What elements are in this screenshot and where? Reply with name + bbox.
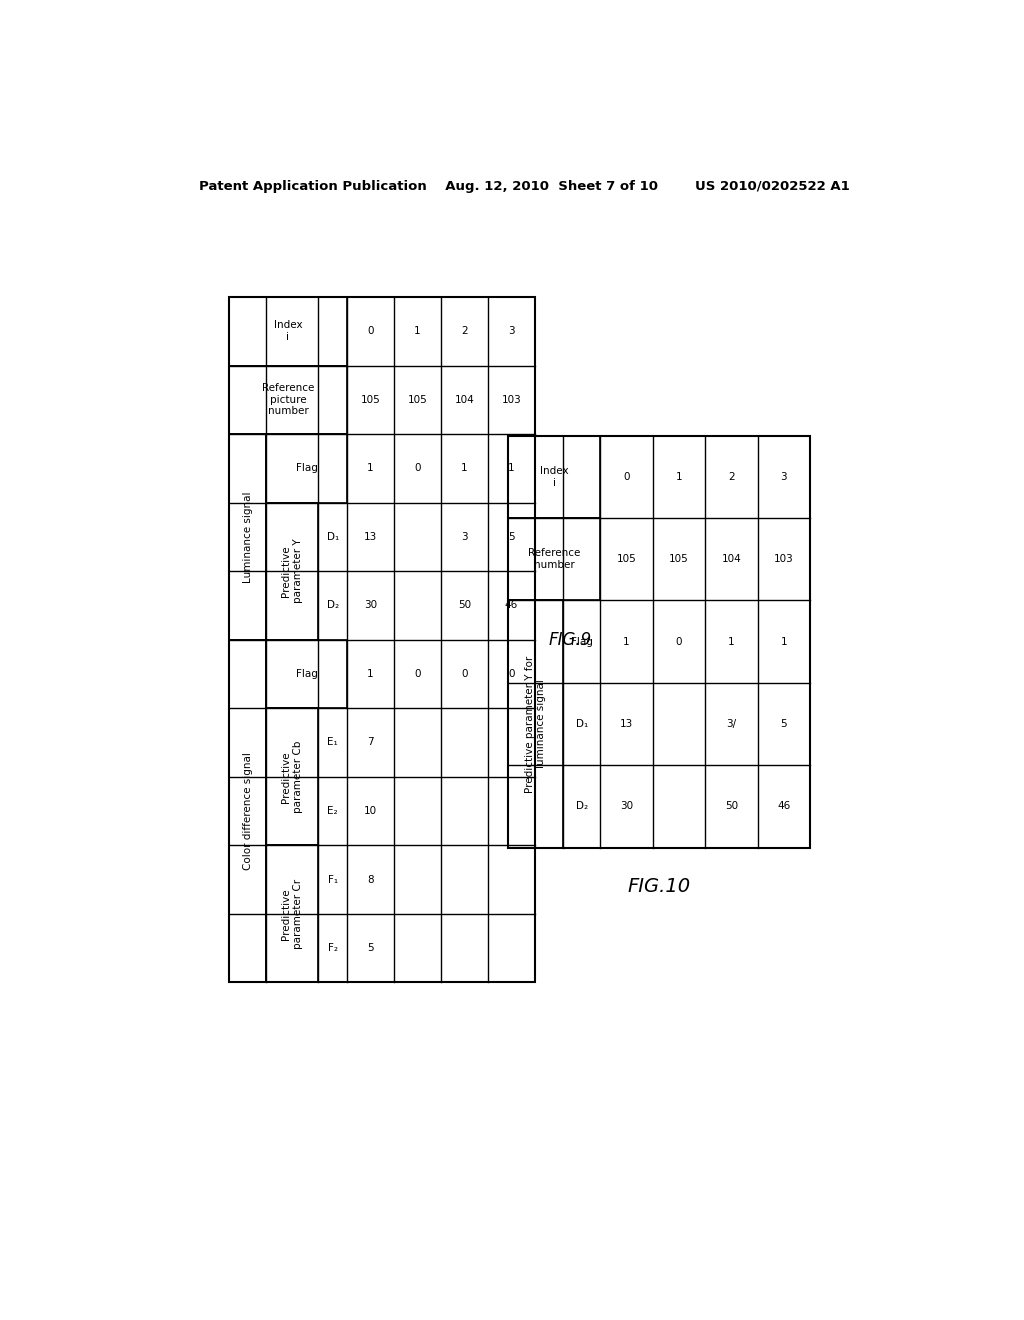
Bar [508,436,810,847]
Text: 0: 0 [461,669,468,678]
Bar [266,434,347,503]
Bar [509,437,599,517]
Bar [267,846,317,982]
Text: 1: 1 [676,471,682,482]
Text: 0: 0 [415,463,421,474]
Bar [266,845,318,982]
Bar [509,519,599,599]
Text: Index
i: Index i [540,466,568,487]
Text: Predictive
parameter Cr: Predictive parameter Cr [282,879,303,949]
Text: D₁: D₁ [327,532,339,541]
Text: 104: 104 [455,395,474,405]
Bar [267,503,317,639]
Text: 1: 1 [461,463,468,474]
Text: 5: 5 [780,719,787,729]
Text: 30: 30 [365,601,377,610]
Bar [267,709,317,845]
Text: 50: 50 [725,801,738,812]
Text: D₂: D₂ [575,801,588,812]
Text: Patent Application Publication    Aug. 12, 2010  Sheet 7 of 10        US 2010/02: Patent Application Publication Aug. 12, … [200,181,850,194]
Text: 103: 103 [774,554,794,564]
Text: 0: 0 [415,669,421,678]
Bar [228,434,266,640]
Text: 1: 1 [368,669,374,678]
Bar [267,434,346,502]
Text: 2: 2 [728,471,734,482]
Text: 5: 5 [508,532,515,541]
Text: 3/: 3/ [726,719,736,729]
Text: 1: 1 [508,463,515,474]
Text: E₂: E₂ [328,807,338,816]
Text: F₂: F₂ [328,942,338,953]
Bar [229,367,346,433]
Text: 105: 105 [669,554,689,564]
Text: 10: 10 [365,807,377,816]
Text: 0: 0 [676,636,682,647]
Text: Flag: Flag [296,669,317,678]
Bar [229,298,346,364]
Text: 1: 1 [780,636,787,647]
Bar [267,640,346,708]
Text: Predictive
parameter Cb: Predictive parameter Cb [282,741,303,813]
Text: 50: 50 [458,601,471,610]
Text: 13: 13 [364,532,377,541]
Text: FIG.10: FIG.10 [628,876,690,895]
Text: 5: 5 [368,942,374,953]
Text: Luminance signal: Luminance signal [243,491,253,582]
Text: Flag: Flag [570,636,593,647]
Text: D₁: D₁ [575,719,588,729]
Text: 105: 105 [616,554,636,564]
Bar [229,434,265,639]
Text: 3: 3 [780,471,787,482]
Text: 103: 103 [502,395,521,405]
Bar [266,708,318,845]
Bar [508,436,600,517]
Text: Predictive parameter Y for
luminance signal: Predictive parameter Y for luminance sig… [524,655,547,792]
Text: 46: 46 [505,601,518,610]
Text: Color difference signal: Color difference signal [243,752,253,870]
Text: 1: 1 [624,636,630,647]
Text: Flag: Flag [296,463,317,474]
Text: Predictive
parameter Y: Predictive parameter Y [282,539,303,603]
Text: 30: 30 [620,801,633,812]
Text: FIG.9: FIG.9 [549,631,592,648]
Bar [228,366,347,434]
Text: 8: 8 [368,875,374,884]
Text: 3: 3 [508,326,515,337]
Text: 1: 1 [368,463,374,474]
Text: 1: 1 [415,326,421,337]
Text: 0: 0 [368,326,374,337]
Text: 2: 2 [461,326,468,337]
Text: 13: 13 [620,719,633,729]
Text: 46: 46 [777,801,791,812]
Bar [266,503,318,640]
Text: 7: 7 [368,738,374,747]
Text: 0: 0 [508,669,515,678]
Text: 105: 105 [360,395,381,405]
Text: 104: 104 [722,554,741,564]
Text: 1: 1 [728,636,734,647]
Text: E₁: E₁ [328,738,338,747]
Bar [228,297,535,982]
Bar [509,601,562,847]
Bar [228,640,266,982]
Text: Reference
picture
number: Reference picture number [262,383,314,416]
Bar [228,297,347,366]
Text: 0: 0 [624,471,630,482]
Text: 105: 105 [408,395,427,405]
Text: Reference
number: Reference number [527,548,581,570]
Bar [508,517,600,601]
Text: F₁: F₁ [328,875,338,884]
Text: D₂: D₂ [327,601,339,610]
Text: Index
i: Index i [273,321,302,342]
Bar [229,640,265,982]
Text: 3: 3 [461,532,468,541]
Bar [266,640,347,708]
Bar [508,601,563,847]
